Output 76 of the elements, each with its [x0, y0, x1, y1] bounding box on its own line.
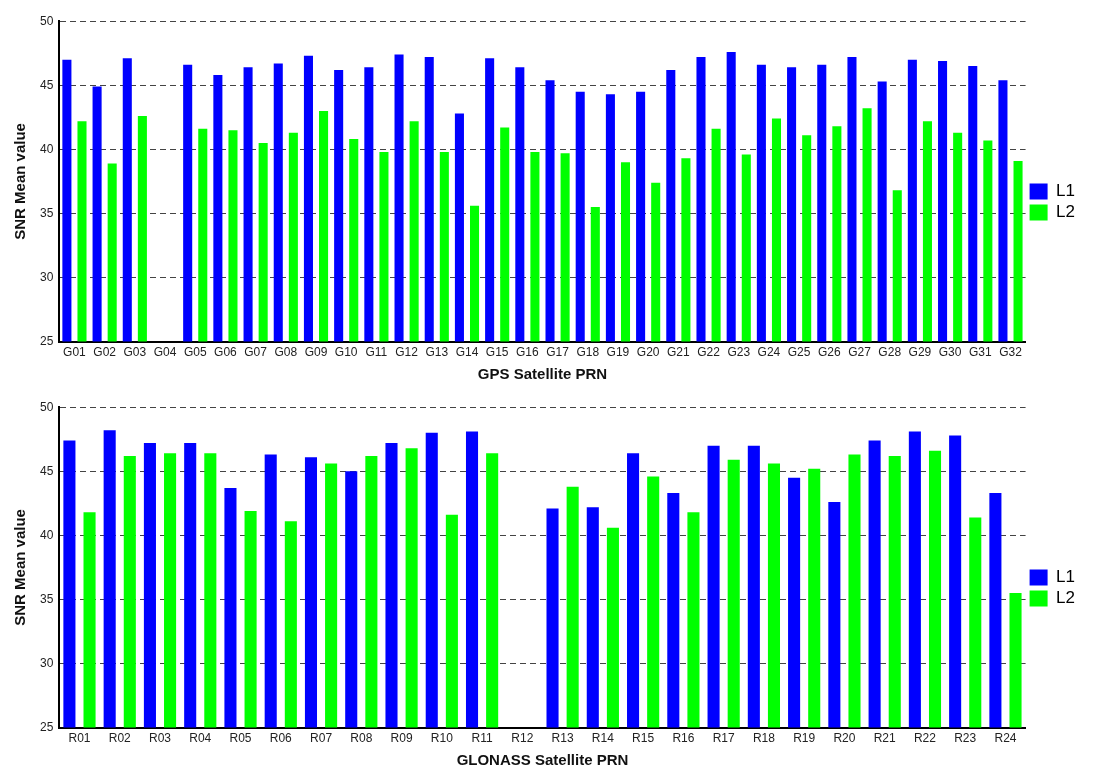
y-tick-label: 50 [39, 13, 54, 28]
x-tick-label: R08 [350, 731, 373, 746]
y-tick-label: 30 [39, 655, 54, 670]
x-tick-label: G20 [636, 345, 660, 360]
x-tick-label: G26 [817, 345, 841, 360]
x-tick-label: R23 [954, 731, 977, 746]
x-tick-label: G19 [606, 345, 630, 360]
x-tick-label: R17 [712, 731, 735, 746]
y-tick-label: 45 [39, 77, 54, 92]
x-tick-label: R05 [229, 731, 252, 746]
x-tick-label: R18 [752, 731, 776, 746]
y-tick-label: 35 [39, 205, 54, 220]
x-tick-label: G21 [667, 345, 691, 360]
x-tick-label: G05 [183, 345, 207, 360]
legend-label: L1 [1056, 567, 1076, 587]
x-tick-label: G14 [455, 345, 479, 360]
x-tick-label: R13 [551, 731, 574, 746]
x-tick-label: G31 [968, 345, 992, 360]
x-tick-label: G11 [365, 345, 388, 360]
x-tick-label: G15 [485, 345, 509, 360]
x-tick-label: G24 [757, 345, 781, 360]
x-tick-label: G32 [999, 345, 1023, 360]
x-tick-label: R06 [269, 731, 293, 746]
x-tick-label: R14 [591, 731, 615, 746]
y-tick-label: 45 [39, 463, 54, 478]
x-tick-label: R03 [148, 731, 172, 746]
y-axis-title: SNR Mean value [11, 123, 29, 240]
x-tick-label: G10 [334, 345, 358, 360]
x-tick-label: G23 [727, 345, 751, 360]
y-axis-title: SNR Mean value [11, 509, 29, 626]
y-tick-label: 35 [39, 591, 54, 606]
x-tick-label: R16 [672, 731, 695, 746]
x-tick-label: G27 [848, 345, 872, 360]
x-tick-label: G06 [214, 345, 238, 360]
legend-label: L1 [1056, 181, 1076, 201]
x-tick-label: R21 [873, 731, 897, 746]
x-tick-label: R09 [390, 731, 413, 746]
x-tick-label: G25 [787, 345, 811, 360]
x-tick-label: G12 [395, 345, 419, 360]
x-tick-label: G13 [425, 345, 449, 360]
x-tick-label: G28 [878, 345, 902, 360]
legend-label: L2 [1056, 202, 1076, 222]
x-tick-label: R15 [632, 731, 655, 746]
x-tick-label: R20 [833, 731, 856, 746]
x-tick-label: R10 [430, 731, 454, 746]
x-tick-label: G03 [123, 345, 147, 360]
legend-label: L2 [1056, 588, 1076, 608]
y-tick-label: 40 [39, 527, 54, 542]
x-tick-label: G02 [93, 345, 117, 360]
y-tick-label: 25 [39, 719, 54, 734]
x-axis-title: GLONASS Satellite PRN [456, 751, 629, 769]
x-tick-label: G04 [153, 345, 177, 360]
x-tick-label: G08 [274, 345, 298, 360]
x-tick-label: R12 [511, 731, 534, 746]
x-tick-label: R01 [68, 731, 91, 746]
x-axis-title: GPS Satellite PRN [477, 365, 608, 383]
x-tick-label: R02 [108, 731, 132, 746]
x-tick-label: G29 [908, 345, 932, 360]
x-tick-label: G09 [304, 345, 328, 360]
y-tick-label: 40 [39, 141, 54, 156]
x-tick-label: R22 [913, 731, 937, 746]
y-tick-label: 50 [39, 399, 54, 414]
x-tick-label: R24 [994, 731, 1017, 746]
x-tick-label: G07 [244, 345, 268, 360]
x-tick-label: G17 [546, 345, 570, 360]
x-tick-label: R11 [471, 731, 493, 746]
x-tick-label: G01 [63, 345, 87, 360]
x-tick-label: G16 [516, 345, 540, 360]
y-tick-label: 30 [39, 269, 54, 284]
x-tick-label: G22 [697, 345, 721, 360]
x-tick-label: R07 [310, 731, 333, 746]
x-tick-label: G30 [938, 345, 962, 360]
y-tick-label: 25 [39, 333, 54, 348]
x-tick-label: R04 [189, 731, 212, 746]
x-tick-label: R19 [793, 731, 816, 746]
x-tick-label: G18 [576, 345, 600, 360]
